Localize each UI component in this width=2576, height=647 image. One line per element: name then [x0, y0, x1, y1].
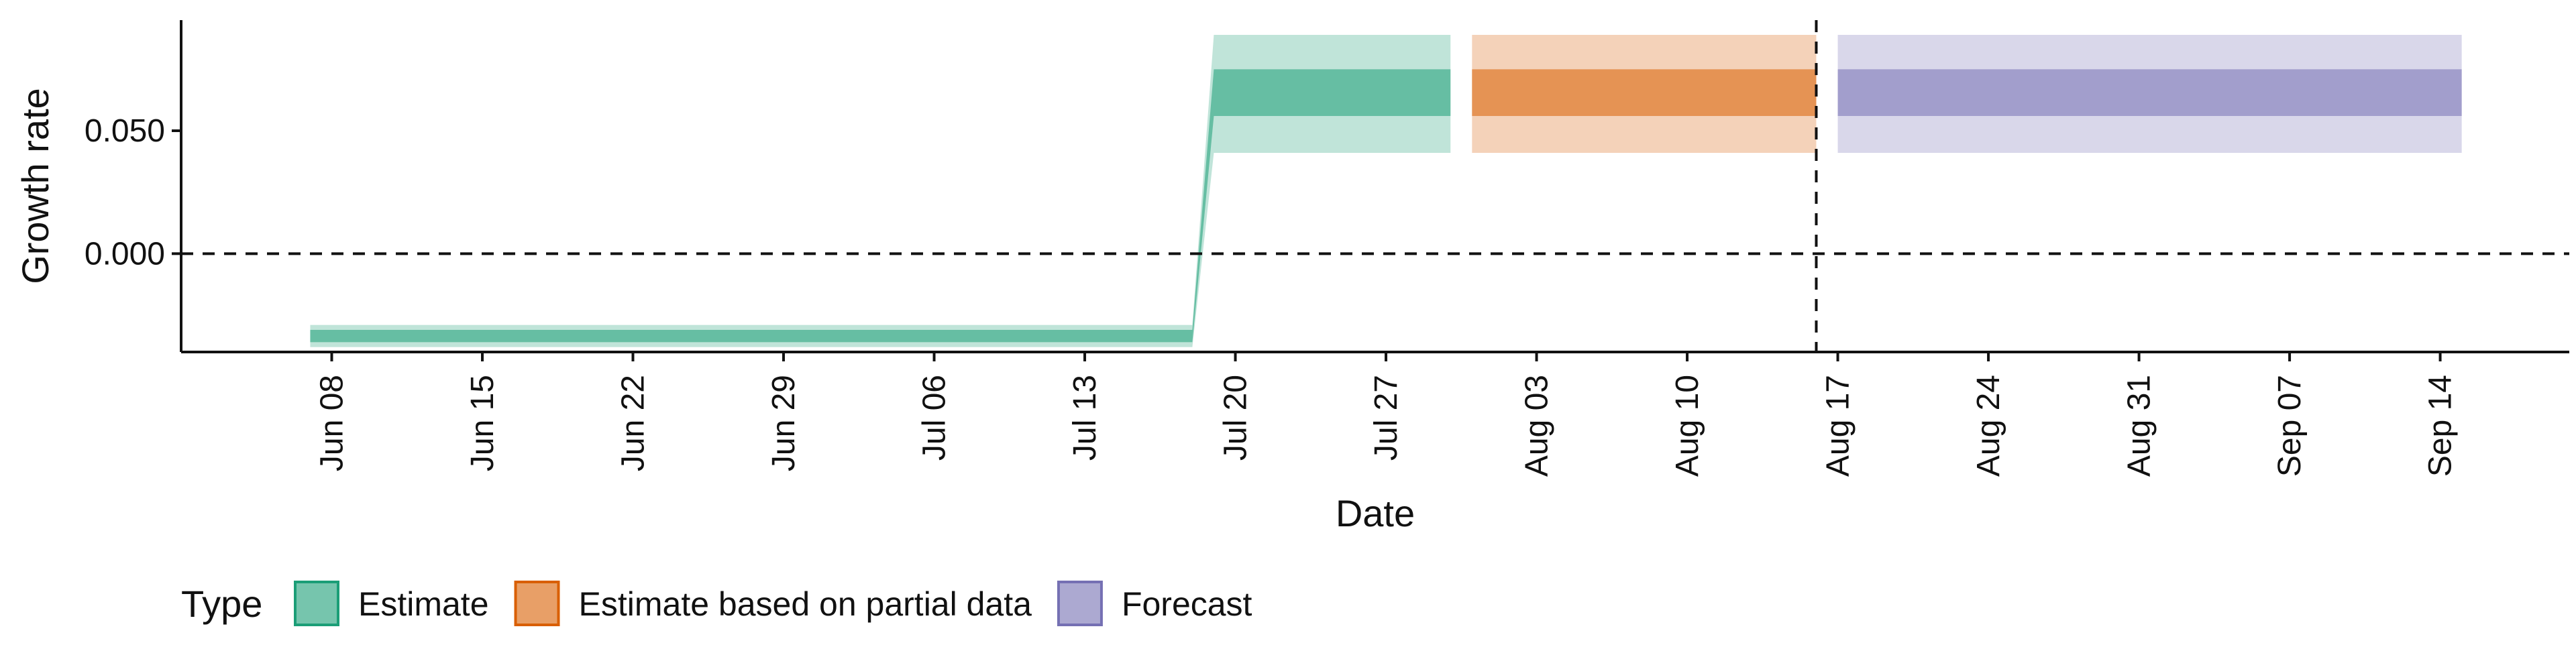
- y-tick-label: 0.000: [85, 236, 165, 272]
- legend-title: Type: [181, 583, 262, 625]
- x-tick-label: Jun 08: [315, 375, 350, 471]
- forecast-inner-band-0: [1837, 69, 2462, 116]
- legend-label-forecast: Forecast: [1122, 585, 1252, 623]
- legend-swatch-estimate-based-on-partial-data: [514, 581, 560, 626]
- x-tick-label: Jul 13: [1067, 375, 1103, 461]
- legend: Type Estimate Estimate based on partial d…: [181, 581, 1252, 626]
- x-tick-label: Aug 17: [1821, 375, 1856, 477]
- y-tick-label: 0.050: [85, 113, 165, 149]
- estimate-inner-connector-0: [1192, 69, 1214, 343]
- x-tick-label: Aug 10: [1670, 375, 1705, 477]
- x-tick-label: Sep 07: [2272, 375, 2308, 477]
- x-tick-label: Jun 29: [766, 375, 802, 471]
- x-tick-label: Aug 03: [1519, 375, 1555, 477]
- estimate-inner-band-1: [1214, 69, 1451, 116]
- x-tick-label: Aug 31: [2122, 375, 2157, 477]
- x-tick-label: Jul 27: [1368, 375, 1404, 461]
- axes-layer: 0.000 0.050 Jun 08 Jun 15 Jun 22 Jun 29 Jul 06…: [85, 20, 2569, 477]
- legend-swatch-estimate: [294, 581, 339, 626]
- y-axis-title: Growth rate: [14, 88, 56, 284]
- estimate-based-on-partial-data-inner-band-0: [1472, 69, 1817, 116]
- x-tick-label: Jul 20: [1218, 375, 1254, 461]
- x-tick-label: Sep 14: [2423, 375, 2459, 477]
- x-tick-label: Jul 06: [917, 375, 953, 461]
- legend-label-estimate-based-on-partial-data: Estimate based on partial data: [579, 585, 1032, 623]
- estimate-inner-band-0: [310, 330, 1193, 343]
- reference-lines-layer: [181, 20, 2569, 352]
- x-tick-label: Jun 22: [616, 375, 651, 471]
- x-tick-label: Aug 24: [1971, 375, 2006, 477]
- x-axis-title: Date: [1336, 492, 1415, 534]
- ribbon-layer: [310, 35, 2462, 347]
- legend-label-estimate: Estimate: [358, 585, 489, 623]
- x-tick-label: Jun 15: [465, 375, 500, 471]
- legend-swatch-forecast: [1057, 581, 1103, 626]
